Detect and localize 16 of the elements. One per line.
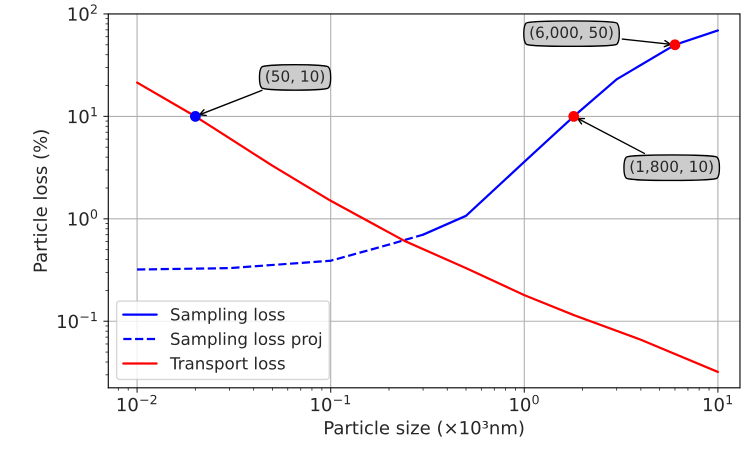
- annotation: (1,800, 10): [630, 160, 713, 174]
- annotation: (50, 10): [266, 70, 324, 84]
- y-axis-title: Particle loss (%): [33, 130, 50, 272]
- legend-label: Sampling loss: [171, 308, 285, 324]
- y-tick-label: 10$^{1}$: [68, 106, 97, 124]
- y-tick-label: 10$^{0}$: [68, 209, 98, 226]
- x-tick-label: 10$^{0}$: [510, 394, 539, 412]
- x-tick-label: 10$^{−1}$: [311, 395, 350, 412]
- y-tick-label: 10$^{2}$: [68, 4, 97, 21]
- legend-label: Sampling loss proj: [171, 332, 322, 348]
- legend-label: Transport loss: [170, 356, 285, 373]
- y-tick-label: 10$^{−1}$: [58, 312, 97, 328]
- x-tick-label: 10$^{1}$: [704, 395, 732, 412]
- x-axis-title: Particle size (×10³nm): [325, 420, 524, 437]
- x-tick-label: 10$^{−2}$: [118, 394, 156, 412]
- annotation: (6,000, 50): [530, 26, 613, 40]
